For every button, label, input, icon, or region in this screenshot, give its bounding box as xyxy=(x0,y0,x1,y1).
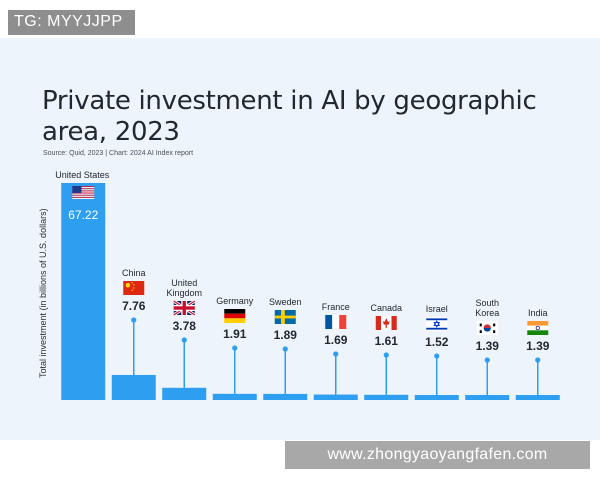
bar-israel xyxy=(414,395,459,400)
category-label-south-korea-line-2: Korea xyxy=(475,308,499,318)
category-label-canada: Canada xyxy=(370,303,402,313)
category-label-france: France xyxy=(322,302,350,312)
stem-dot-sweden xyxy=(282,346,288,352)
us-flag-icon xyxy=(72,186,95,199)
bar-germany xyxy=(212,393,257,400)
value-label-israel: 1.52 xyxy=(425,335,449,349)
stem-dot-israel xyxy=(434,353,440,359)
category-label-israel: Israel xyxy=(426,304,448,314)
value-label-canada: 1.61 xyxy=(375,334,399,348)
category-label-china: China xyxy=(122,268,146,278)
category-label-india: India xyxy=(528,308,548,318)
chart-source: Source: Quid, 2023 | Chart: 2024 AI Inde… xyxy=(43,150,194,157)
france-flag-icon xyxy=(325,315,347,329)
category-label-sweden: Sweden xyxy=(269,297,302,307)
value-label-sweden: 1.89 xyxy=(274,328,298,342)
stem-dot-china xyxy=(131,317,137,323)
category-label-south-korea-line-1: South xyxy=(475,298,499,308)
value-label-united-kingdom: 3.78 xyxy=(173,319,197,333)
bar-france xyxy=(313,394,358,400)
bar-india xyxy=(515,395,560,400)
bar-south-korea xyxy=(465,395,510,400)
stem-dot-canada xyxy=(383,352,389,358)
value-label-united-states: 67.22 xyxy=(68,208,98,222)
value-label-france: 1.69 xyxy=(324,333,348,347)
value-label-china: 7.76 xyxy=(122,299,146,313)
value-label-germany: 1.91 xyxy=(223,327,247,341)
bar-united-states xyxy=(61,183,106,400)
israel-flag-icon xyxy=(426,317,448,331)
china-flag-icon xyxy=(123,281,145,295)
watermark: www.zhongyaoyangfafen.com xyxy=(285,441,590,469)
channel-badge: TG: MYYJJPP xyxy=(8,10,135,35)
category-label-germany: Germany xyxy=(216,296,254,306)
bar-united-kingdom xyxy=(162,387,207,400)
stem-dot-india xyxy=(535,357,541,363)
uk-flag-icon xyxy=(172,299,196,317)
bar-sweden xyxy=(263,393,308,400)
sweden-flag-icon xyxy=(274,310,296,324)
bar-china xyxy=(111,374,156,400)
south-korea-flag-icon xyxy=(476,321,498,335)
india-flag-icon xyxy=(527,321,549,335)
category-label-united-states: United States xyxy=(55,170,110,180)
bar-canada xyxy=(364,394,409,400)
value-label-india: 1.39 xyxy=(526,339,550,353)
value-label-south-korea: 1.39 xyxy=(476,339,500,353)
stem-dot-south-korea xyxy=(484,357,490,363)
category-label-united-kingdom-line-1: United xyxy=(171,278,197,288)
category-label-united-kingdom-line-2: Kingdom xyxy=(166,288,202,298)
stem-dot-germany xyxy=(232,345,238,351)
stem-dot-united-kingdom xyxy=(181,337,187,343)
canada-flag-icon xyxy=(375,316,397,330)
chart-title: Private investment in AI by geographic a… xyxy=(42,86,537,147)
germany-flag-icon xyxy=(224,309,246,323)
stem-dot-france xyxy=(333,351,339,357)
